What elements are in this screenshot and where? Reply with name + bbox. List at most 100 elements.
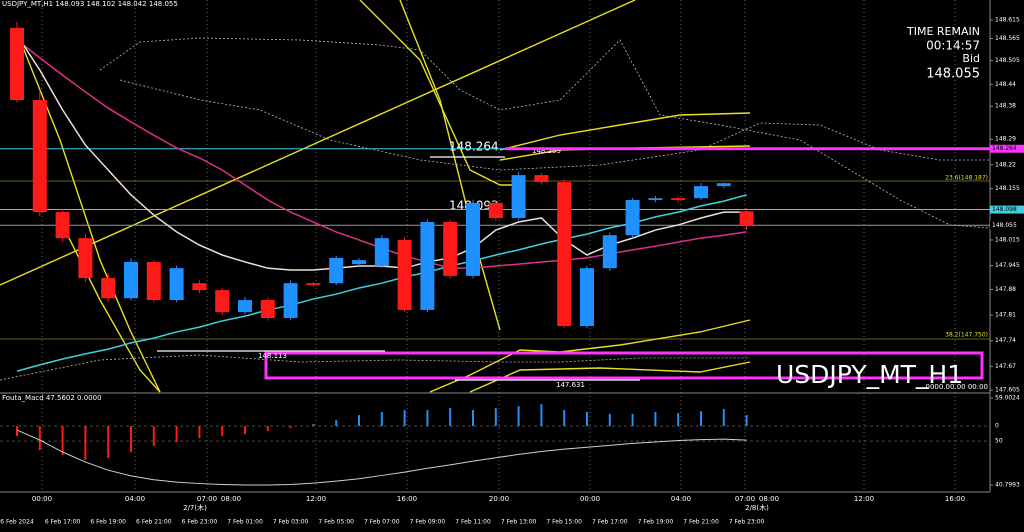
y-tick-label: 148.015 [995,236,1020,243]
y-tick-label: 147.605 [995,387,1020,394]
histogram-bar [472,410,474,427]
x-tick-label: 7 Feb 01:00 [227,519,263,526]
x-tick-label: 7 Feb 19:00 [638,519,674,526]
candle-body [602,235,617,269]
day-label: 2/7(木) [183,503,207,512]
highlight-box [264,351,984,380]
histogram-bar [631,413,634,427]
y-tick-label: 148.29 [995,136,1016,143]
bid-value: 148.055 [926,67,980,82]
price-level-label: 148.098 [992,206,1017,213]
candle-body [694,186,708,199]
time-label: 20:00 [489,495,509,503]
x-tick-label: 7 Feb 23:00 [729,519,765,526]
x-tick-label: 6 Feb 21:00 [136,519,172,526]
x-tick-label: 7 Feb 03:00 [273,519,309,526]
candle-body [625,200,640,236]
y-tick-label: 50 [995,438,1003,445]
histogram-bar [586,412,588,427]
x-tick-label: 7 Feb 09:00 [410,519,446,526]
line-series [16,194,747,372]
time-label: 16:00 [397,495,417,503]
candle-body [671,198,686,201]
candle-body [374,238,389,266]
chart-title: USDJPY_MT,H1 148.093 148.102 148.042 148… [2,0,178,8]
histogram-bar [358,415,360,427]
x-tick-label: 7 Feb 15:00 [546,519,582,526]
histogram-bar [38,426,41,451]
yellow-band [359,0,520,186]
candle-body [283,283,298,318]
time-label: 00:00 [580,495,600,503]
histogram-bar [426,410,429,427]
time-label: 04:00 [125,495,145,503]
candle-body [580,268,594,327]
time-label: 00:00 [32,495,52,503]
candle-body [32,100,47,213]
x-tick-label: 6 Feb 17:00 [45,519,81,526]
candle-body [352,260,366,265]
histogram-bar [175,426,178,443]
symbol-watermark: USDJPY_MT_H1 [776,360,963,389]
x-tick-label: 6 Feb 19:00 [90,519,126,526]
y-tick-label: 148.44 [995,81,1016,88]
histogram-bar [494,408,497,427]
histogram-bar [654,412,657,427]
candle-body [55,212,70,239]
histogram-bar [266,426,269,432]
candle-body [260,300,275,318]
candle-body [534,175,549,183]
price-level-box [990,144,1024,153]
candle-body [10,27,24,101]
candle-body [238,300,252,313]
yellow-trend-line [0,0,636,286]
time-label: 07:00 [735,495,755,503]
candle-body [466,202,480,276]
price-level-box [990,205,1024,214]
time-label: 04:00 [671,495,691,503]
level-label: 148.264 [449,140,499,154]
y-tick-label: 148.615 [995,17,1020,24]
candle-body [329,257,344,284]
candle-body [192,283,207,291]
candle-body [78,238,93,279]
y-tick-label: 148.505 [995,57,1020,64]
time-label: 08:00 [759,495,779,503]
x-tick-label: 7 Feb 07:00 [364,519,400,526]
histogram-bar [198,426,201,439]
x-tick-label: 7 Feb 05:00 [318,519,354,526]
y-tick-label: 148.565 [995,35,1020,42]
candle-body [397,239,412,310]
histogram-bar [107,426,110,459]
histogram-bar [130,426,132,453]
histogram-bar [700,411,702,427]
x-tick-label: 7 Feb 17:00 [592,519,628,526]
y-tick-label: 147.67 [995,363,1016,370]
cloud-line [99,37,991,229]
y-tick-label: 0 [995,423,999,430]
histogram-bar [289,426,292,429]
candle-body [739,211,754,226]
histogram-bar [16,426,18,437]
indicator-title: Fouta_Macd 47.5602 0.0000 [2,394,102,402]
histogram-bar [745,415,748,427]
histogram-bar [61,426,64,455]
day-label: 2/8(木) [745,503,769,512]
date-stamp: 0000.00.00 00:00 [926,383,988,391]
yellow-band [499,112,751,151]
time-label: 12:00 [306,495,326,503]
histogram-bar [677,413,680,427]
y-tick-label: 148.155 [995,185,1020,192]
x-tick-label: 6 Feb 23:00 [182,519,218,526]
histogram-bar [540,404,543,427]
candle-body [146,261,161,301]
bid-label: Bid [962,52,980,65]
y-tick-label: 40.7993 [995,482,1020,489]
histogram-bar [608,413,611,427]
candle-body [511,175,526,218]
histogram-bar [517,406,520,427]
price-level-label: 148.264 [992,145,1017,152]
x-tick-label: 7 Feb 13:00 [501,519,537,526]
